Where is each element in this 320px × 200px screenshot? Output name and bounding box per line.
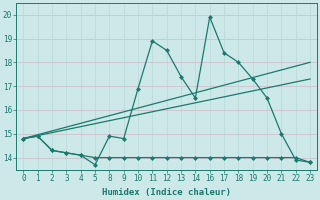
X-axis label: Humidex (Indice chaleur): Humidex (Indice chaleur) [102,188,231,197]
